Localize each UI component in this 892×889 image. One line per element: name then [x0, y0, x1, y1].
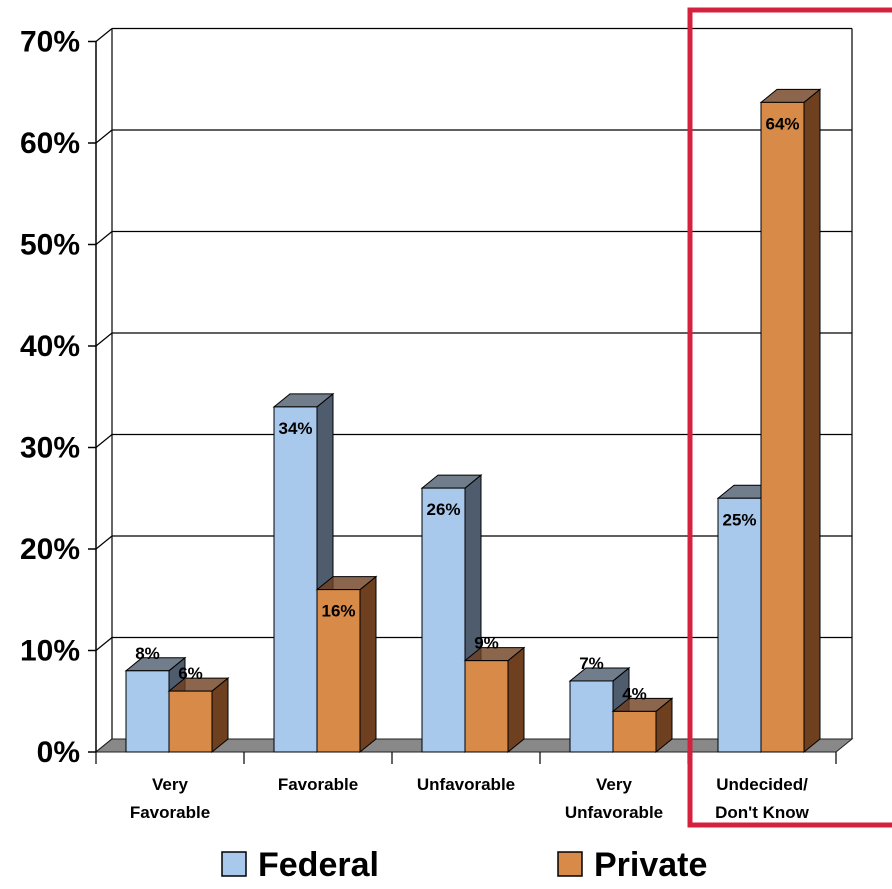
y-tick-label: 10%: [20, 635, 80, 668]
category-label: Very: [152, 775, 188, 794]
data-label: 16%: [321, 602, 355, 621]
y-tick-label: 40%: [20, 330, 80, 363]
y-tick-label: 50%: [20, 229, 80, 262]
gridline-diagonal: [95, 28, 113, 42]
legend-swatch-federal: [221, 851, 247, 877]
gridline-diagonal: [95, 332, 113, 347]
category-label: Favorable: [130, 803, 210, 822]
data-label: 25%: [722, 510, 756, 529]
gridline-diagonal: [95, 535, 113, 550]
category-label: Undecided/: [716, 775, 808, 794]
bar-side: [359, 575, 377, 754]
bar-private: [168, 690, 213, 753]
bar-private: [316, 589, 361, 753]
y-tick-label: 60%: [20, 127, 80, 160]
data-label: 34%: [278, 419, 312, 438]
data-label: 8%: [135, 644, 160, 663]
bar-private: [760, 101, 805, 753]
y-tick-label: 20%: [20, 533, 80, 566]
bar-private: [612, 710, 657, 753]
gridline-diagonal: [95, 231, 113, 245]
y-tick-label: 0%: [37, 736, 80, 769]
y-tick-label: 30%: [20, 432, 80, 465]
legend-swatch-private: [557, 851, 583, 877]
bar-federal: [273, 406, 318, 753]
category-label: Don't Know: [715, 803, 810, 822]
bar-federal: [125, 670, 170, 753]
legend-label-private: Private: [594, 846, 707, 884]
legend-label-federal: Federal: [258, 846, 379, 884]
bar-side: [507, 646, 525, 754]
category-label: Unfavorable: [417, 775, 515, 794]
y-tick-label: 70%: [20, 26, 80, 59]
gridline-diagonal: [95, 434, 113, 448]
category-label: Very: [596, 775, 632, 794]
gridline-diagonal: [95, 129, 113, 144]
data-label: 7%: [579, 654, 604, 673]
gridline-diagonal: [95, 637, 113, 651]
data-label: 9%: [474, 634, 499, 653]
data-label: 64%: [765, 114, 799, 133]
bar-federal: [569, 680, 614, 753]
bar-private: [464, 660, 509, 753]
bar-federal: [717, 497, 762, 753]
data-label: 4%: [622, 684, 647, 703]
category-label: Favorable: [278, 775, 358, 794]
highlight-box: [687, 7, 892, 828]
data-label: 6%: [178, 664, 203, 683]
data-label: 26%: [426, 500, 460, 519]
bar-federal: [421, 487, 466, 753]
bar-side: [803, 88, 821, 754]
category-label: Unfavorable: [565, 803, 663, 822]
